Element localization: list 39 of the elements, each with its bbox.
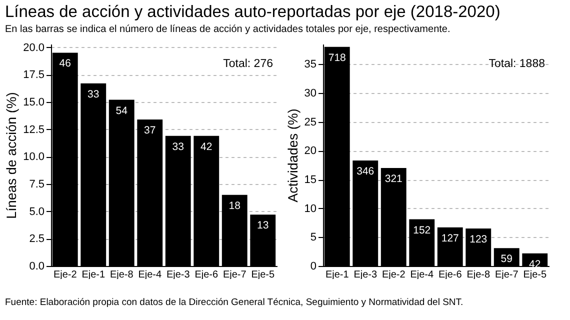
y-tick-label: 0.0 — [29, 260, 44, 272]
annotation: Total: 1888 — [488, 58, 545, 70]
annotation: 152 — [413, 224, 431, 236]
y-tick-label: 17.5 — [23, 69, 44, 82]
y-tick-label: 12.5 — [23, 124, 44, 136]
y-axis-title: Actividades (%) — [285, 108, 300, 202]
annotation: 321 — [384, 172, 403, 185]
y-tick-label: 25 — [304, 116, 316, 128]
annotation: 37 — [144, 124, 156, 136]
annotation: 123 — [470, 234, 488, 246]
y-tick-label: 10 — [304, 202, 316, 215]
y-tick-label: 20.0 — [23, 42, 44, 54]
y-tick-label: 15.0 — [23, 96, 44, 108]
y-tick-label: 2.5 — [29, 233, 44, 246]
chart-title: Líneas de acción y actividades auto-reportadas por eje (2018-2020) — [5, 3, 502, 22]
annotation: 13 — [257, 220, 269, 232]
annotation: 33 — [172, 140, 184, 153]
annotation: 718 — [328, 52, 346, 64]
y-axis-title: Líneas de acción (%) — [4, 92, 20, 219]
annotation: 33 — [88, 88, 100, 100]
annotation: 18 — [228, 200, 241, 212]
annotation: 54 — [116, 104, 128, 117]
annotation: 42 — [200, 140, 212, 153]
y-tick-label: 10.0 — [23, 151, 44, 164]
y-tick-label: 30 — [304, 88, 316, 100]
y-tick-label: 0 — [310, 260, 316, 272]
annotation: 59 — [500, 253, 513, 266]
annotation: 346 — [356, 165, 374, 178]
annotation: 127 — [441, 232, 460, 244]
y-tick-label: 15 — [304, 174, 316, 186]
y-tick-label: 7.5 — [29, 178, 44, 190]
annotation: Total: 276 — [223, 58, 273, 70]
y-tick-label: 20 — [304, 145, 316, 158]
annotation: 46 — [59, 58, 72, 70]
source-note: Fuente: Elaboración propia con datos de la Dirección General Técnica, Seguimiento y Normatividad del SNT. — [5, 297, 464, 308]
y-tick-label: 5.0 — [29, 206, 44, 218]
chart-subtitle: En las barras se indica el número de líneas de acción y actividades totales por eje, respectivamente. — [5, 24, 452, 35]
y-tick-label: 5 — [310, 232, 316, 244]
y-tick-label: 35 — [304, 58, 316, 71]
